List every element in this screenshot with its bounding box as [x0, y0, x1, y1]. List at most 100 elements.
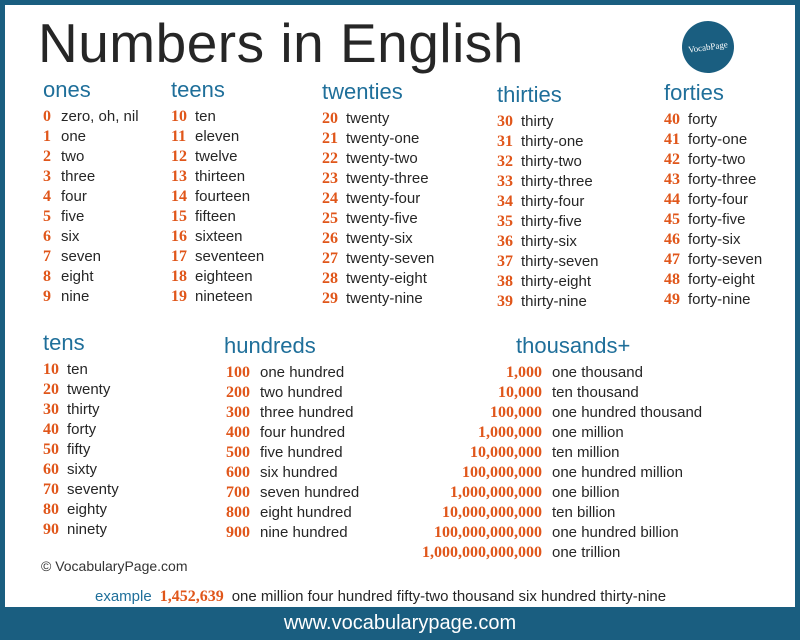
- number-word: twelve: [195, 148, 238, 165]
- numeral: 100,000: [490, 404, 542, 421]
- numeral: 19: [171, 288, 187, 305]
- numeral: 40: [664, 111, 680, 128]
- number-row: 2 two: [43, 147, 139, 167]
- numeral: 38: [497, 273, 513, 290]
- section-forties: forties 40 forty 41 forty-one 42 forty-two 43 fo…: [664, 80, 762, 310]
- number-word: twenty: [67, 381, 111, 398]
- section-ones: ones 0 zero, oh, nil 1 one 2 two 3 three 4 four 5 fi…: [43, 77, 139, 307]
- numeral: 30: [43, 401, 59, 418]
- number-row: 1,000,000 one million: [408, 423, 702, 443]
- number-row: 10,000,000 ten million: [408, 443, 702, 463]
- numeral: 15: [171, 208, 187, 225]
- number-row: 46 forty-six: [664, 230, 762, 250]
- number-row: 14 fourteen: [171, 187, 264, 207]
- numeral: 700: [226, 484, 250, 501]
- number-row: 70 seventy: [43, 480, 119, 500]
- number-word: thirty-eight: [521, 273, 592, 290]
- numeral: 26: [322, 230, 338, 247]
- number-row: 60 sixty: [43, 460, 119, 480]
- number-word: thirty: [67, 401, 100, 418]
- numeral: 46: [664, 231, 680, 248]
- number-row: 900 nine hundred: [220, 523, 359, 543]
- section-thirties: thirties 30 thirty 31 thirty-one 32 thirty-two…: [497, 82, 599, 312]
- example-label: example: [95, 588, 152, 605]
- number-row: 19 nineteen: [171, 287, 264, 307]
- numeral: 60: [43, 461, 59, 478]
- number-word: six: [61, 228, 80, 245]
- example-line: example 1,452,639 one million four hundred…: [95, 588, 666, 606]
- number-word: twenty-three: [346, 170, 429, 187]
- number-word: one thousand: [552, 364, 643, 381]
- footer-url[interactable]: www.vocabularypage.com: [283, 612, 517, 634]
- number-word: twenty-two: [346, 150, 418, 167]
- numeral: 25: [322, 210, 338, 227]
- numeral: 1,000,000,000: [450, 484, 542, 501]
- number-row: 40 forty: [664, 110, 762, 130]
- number-row: 35 thirty-five: [497, 212, 599, 232]
- numeral: 600: [226, 464, 250, 481]
- numeral: 49: [664, 291, 680, 308]
- numeral: 23: [322, 170, 338, 187]
- number-row: 1 one: [43, 127, 139, 147]
- number-row: 6 six: [43, 227, 139, 247]
- numeral: 22: [322, 150, 338, 167]
- number-word: six hundred: [260, 464, 338, 481]
- numeral: 10: [43, 361, 59, 378]
- number-row: 10,000 ten thousand: [408, 383, 702, 403]
- number-word: ten billion: [552, 504, 616, 521]
- number-word: forty-eight: [688, 271, 755, 288]
- numeral: 45: [664, 211, 680, 228]
- number-word: forty-five: [688, 211, 746, 228]
- example-words: one million four hundred fifty-two thous…: [231, 588, 667, 605]
- number-word: one trillion: [552, 544, 621, 561]
- numeral: 80: [43, 501, 59, 518]
- number-row: 0 zero, oh, nil: [43, 107, 139, 127]
- number-row: 13 thirteen: [171, 167, 264, 187]
- number-row: 41 forty-one: [664, 130, 762, 150]
- number-word: twenty: [346, 110, 390, 127]
- section-hundreds: hundreds 100 one hundred 200 two hundred 300 t…: [220, 333, 359, 543]
- numeral: 28: [322, 270, 338, 287]
- numeral: 11: [171, 128, 187, 145]
- number-row: 30 thirty: [497, 112, 599, 132]
- numeral: 43: [664, 171, 680, 188]
- number-row: 28 twenty-eight: [322, 269, 434, 289]
- number-row: 90 ninety: [43, 520, 119, 540]
- section-heading: twenties: [322, 79, 403, 104]
- number-word: forty-six: [688, 231, 741, 248]
- section-thousands: thousands+ 1,000 one thousand 10,000 ten tho…: [408, 333, 702, 563]
- number-word: eighteen: [195, 268, 253, 285]
- number-word: ten: [195, 108, 216, 125]
- number-word: sixty: [67, 461, 97, 478]
- number-word: twenty-six: [346, 230, 413, 247]
- number-word: ten: [67, 361, 88, 378]
- number-row: 11 eleven: [171, 127, 264, 147]
- vocabpage-logo: VocabPage: [678, 17, 738, 77]
- number-word: thirty-five: [521, 213, 582, 230]
- number-row: 23 twenty-three: [322, 169, 434, 189]
- number-word: thirty-four: [521, 193, 585, 210]
- numeral: 32: [497, 153, 513, 170]
- numeral: 9: [43, 288, 51, 305]
- number-word: thirty-seven: [521, 253, 599, 270]
- numeral: 10: [171, 108, 187, 125]
- number-word: two hundred: [260, 384, 343, 401]
- numeral: 100,000,000,000: [434, 524, 542, 541]
- number-row: 42 forty-two: [664, 150, 762, 170]
- number-word: seven hundred: [260, 484, 360, 501]
- section-heading: forties: [664, 80, 724, 105]
- number-word: forty-nine: [688, 291, 751, 308]
- number-word: ten million: [552, 444, 620, 461]
- number-row: 40 forty: [43, 420, 119, 440]
- numeral: 41: [664, 131, 680, 148]
- number-word: fourteen: [195, 188, 251, 205]
- numeral: 17: [171, 248, 187, 265]
- number-word: forty: [67, 421, 97, 438]
- number-word: sixteen: [195, 228, 243, 245]
- numeral: 8: [43, 268, 51, 285]
- numeral: 1,000,000: [478, 424, 542, 441]
- numeral: 100: [226, 364, 250, 381]
- number-row: 18 eighteen: [171, 267, 264, 287]
- number-row: 29 twenty-nine: [322, 289, 434, 309]
- number-word: one million: [552, 424, 624, 441]
